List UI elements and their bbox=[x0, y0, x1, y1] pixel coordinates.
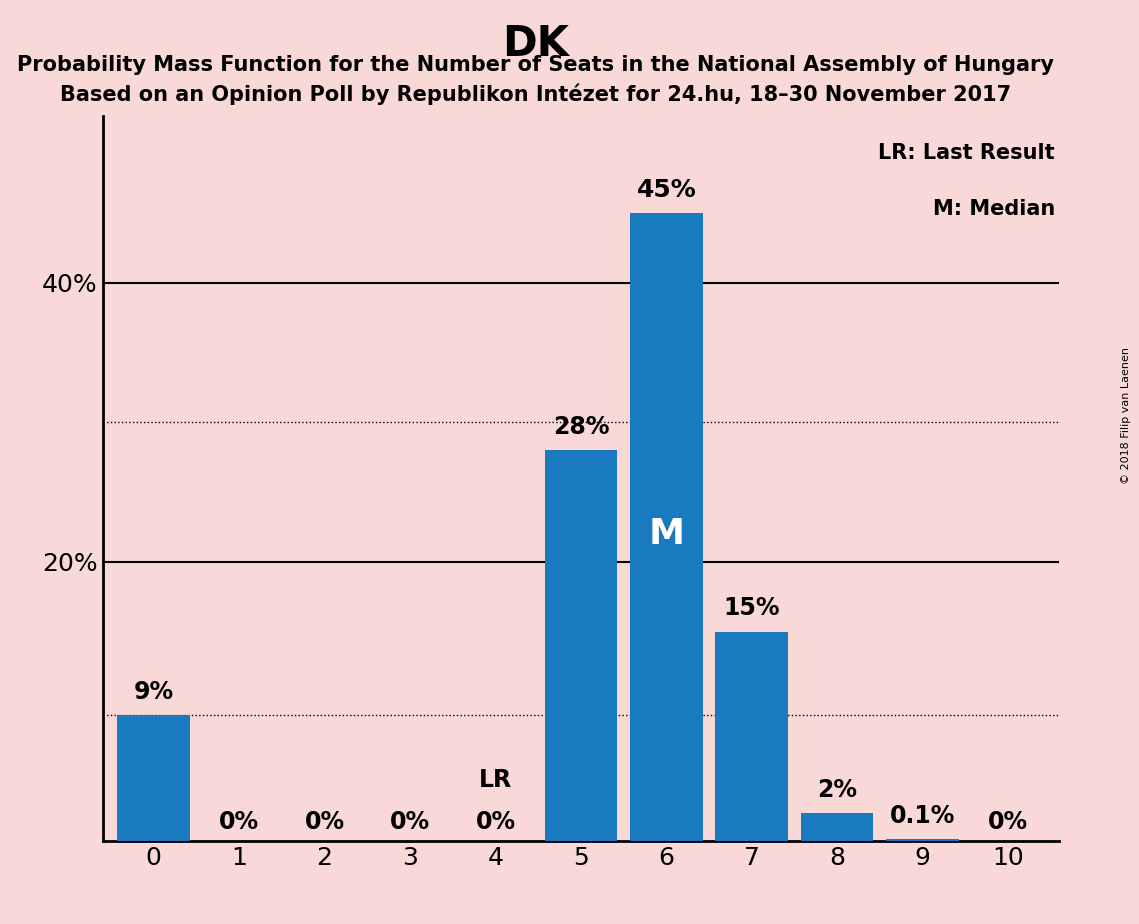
Text: LR: LR bbox=[478, 768, 513, 792]
Text: 45%: 45% bbox=[637, 178, 696, 202]
Bar bbox=[544, 450, 617, 841]
Text: Based on an Opinion Poll by Republikon Intézet for 24.hu, 18–30 November 2017: Based on an Opinion Poll by Republikon I… bbox=[59, 83, 1011, 104]
Text: 0%: 0% bbox=[988, 809, 1029, 833]
Text: Probability Mass Function for the Number of Seats in the National Assembly of Hu: Probability Mass Function for the Number… bbox=[17, 55, 1054, 76]
Bar bbox=[801, 813, 874, 841]
Text: 2%: 2% bbox=[817, 778, 858, 802]
Text: M: M bbox=[648, 517, 685, 551]
Text: M: Median: M: Median bbox=[933, 200, 1055, 219]
Text: 0%: 0% bbox=[475, 809, 516, 833]
Bar bbox=[630, 213, 703, 841]
Text: © 2018 Filip van Laenen: © 2018 Filip van Laenen bbox=[1121, 347, 1131, 484]
Text: LR: Last Result: LR: Last Result bbox=[878, 143, 1055, 164]
Bar bbox=[117, 715, 190, 841]
Text: 9%: 9% bbox=[133, 680, 174, 704]
Text: 0%: 0% bbox=[304, 809, 345, 833]
Text: 0%: 0% bbox=[219, 809, 260, 833]
Bar bbox=[886, 839, 959, 841]
Text: 0%: 0% bbox=[390, 809, 431, 833]
Text: DK: DK bbox=[502, 23, 568, 65]
Bar bbox=[715, 632, 788, 841]
Text: 28%: 28% bbox=[552, 415, 609, 439]
Text: 15%: 15% bbox=[723, 597, 780, 620]
Text: 0.1%: 0.1% bbox=[890, 804, 956, 828]
